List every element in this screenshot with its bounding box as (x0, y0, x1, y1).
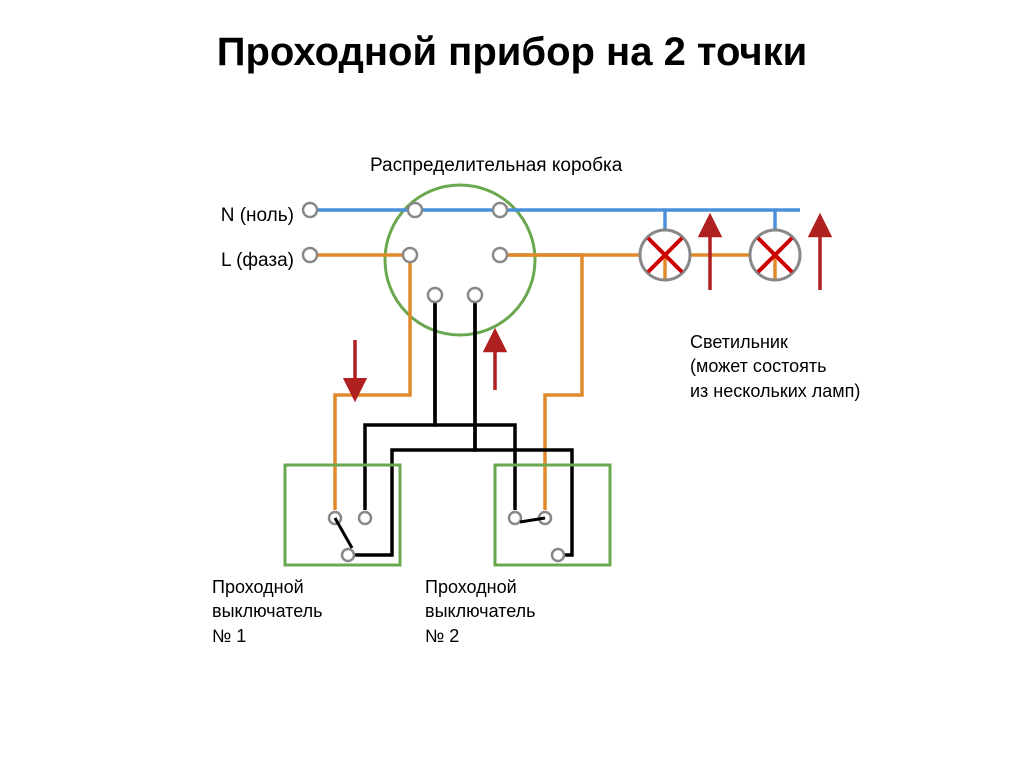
jb-terminal-1 (408, 203, 422, 217)
switch-1-box (285, 465, 400, 565)
wiring-diagram (0, 130, 1024, 690)
switch-1-t2 (342, 549, 354, 561)
switch-1-t1 (359, 512, 371, 524)
jb-terminal-5 (428, 288, 442, 302)
jb-terminal-6 (468, 288, 482, 302)
terminal-n-in (303, 203, 317, 217)
switch-1-blade (335, 518, 352, 548)
jb-terminal-4 (493, 248, 507, 262)
page: Проходной прибор на 2 точки Распределите… (0, 0, 1024, 767)
jb-terminal-3 (403, 248, 417, 262)
switch-2-t1 (509, 512, 521, 524)
terminal-l-in (303, 248, 317, 262)
page-title: Проходной прибор на 2 точки (0, 30, 1024, 75)
jb-terminal-2 (493, 203, 507, 217)
phase-drop-sw2 (500, 255, 582, 510)
switch-2-t2 (552, 549, 564, 561)
